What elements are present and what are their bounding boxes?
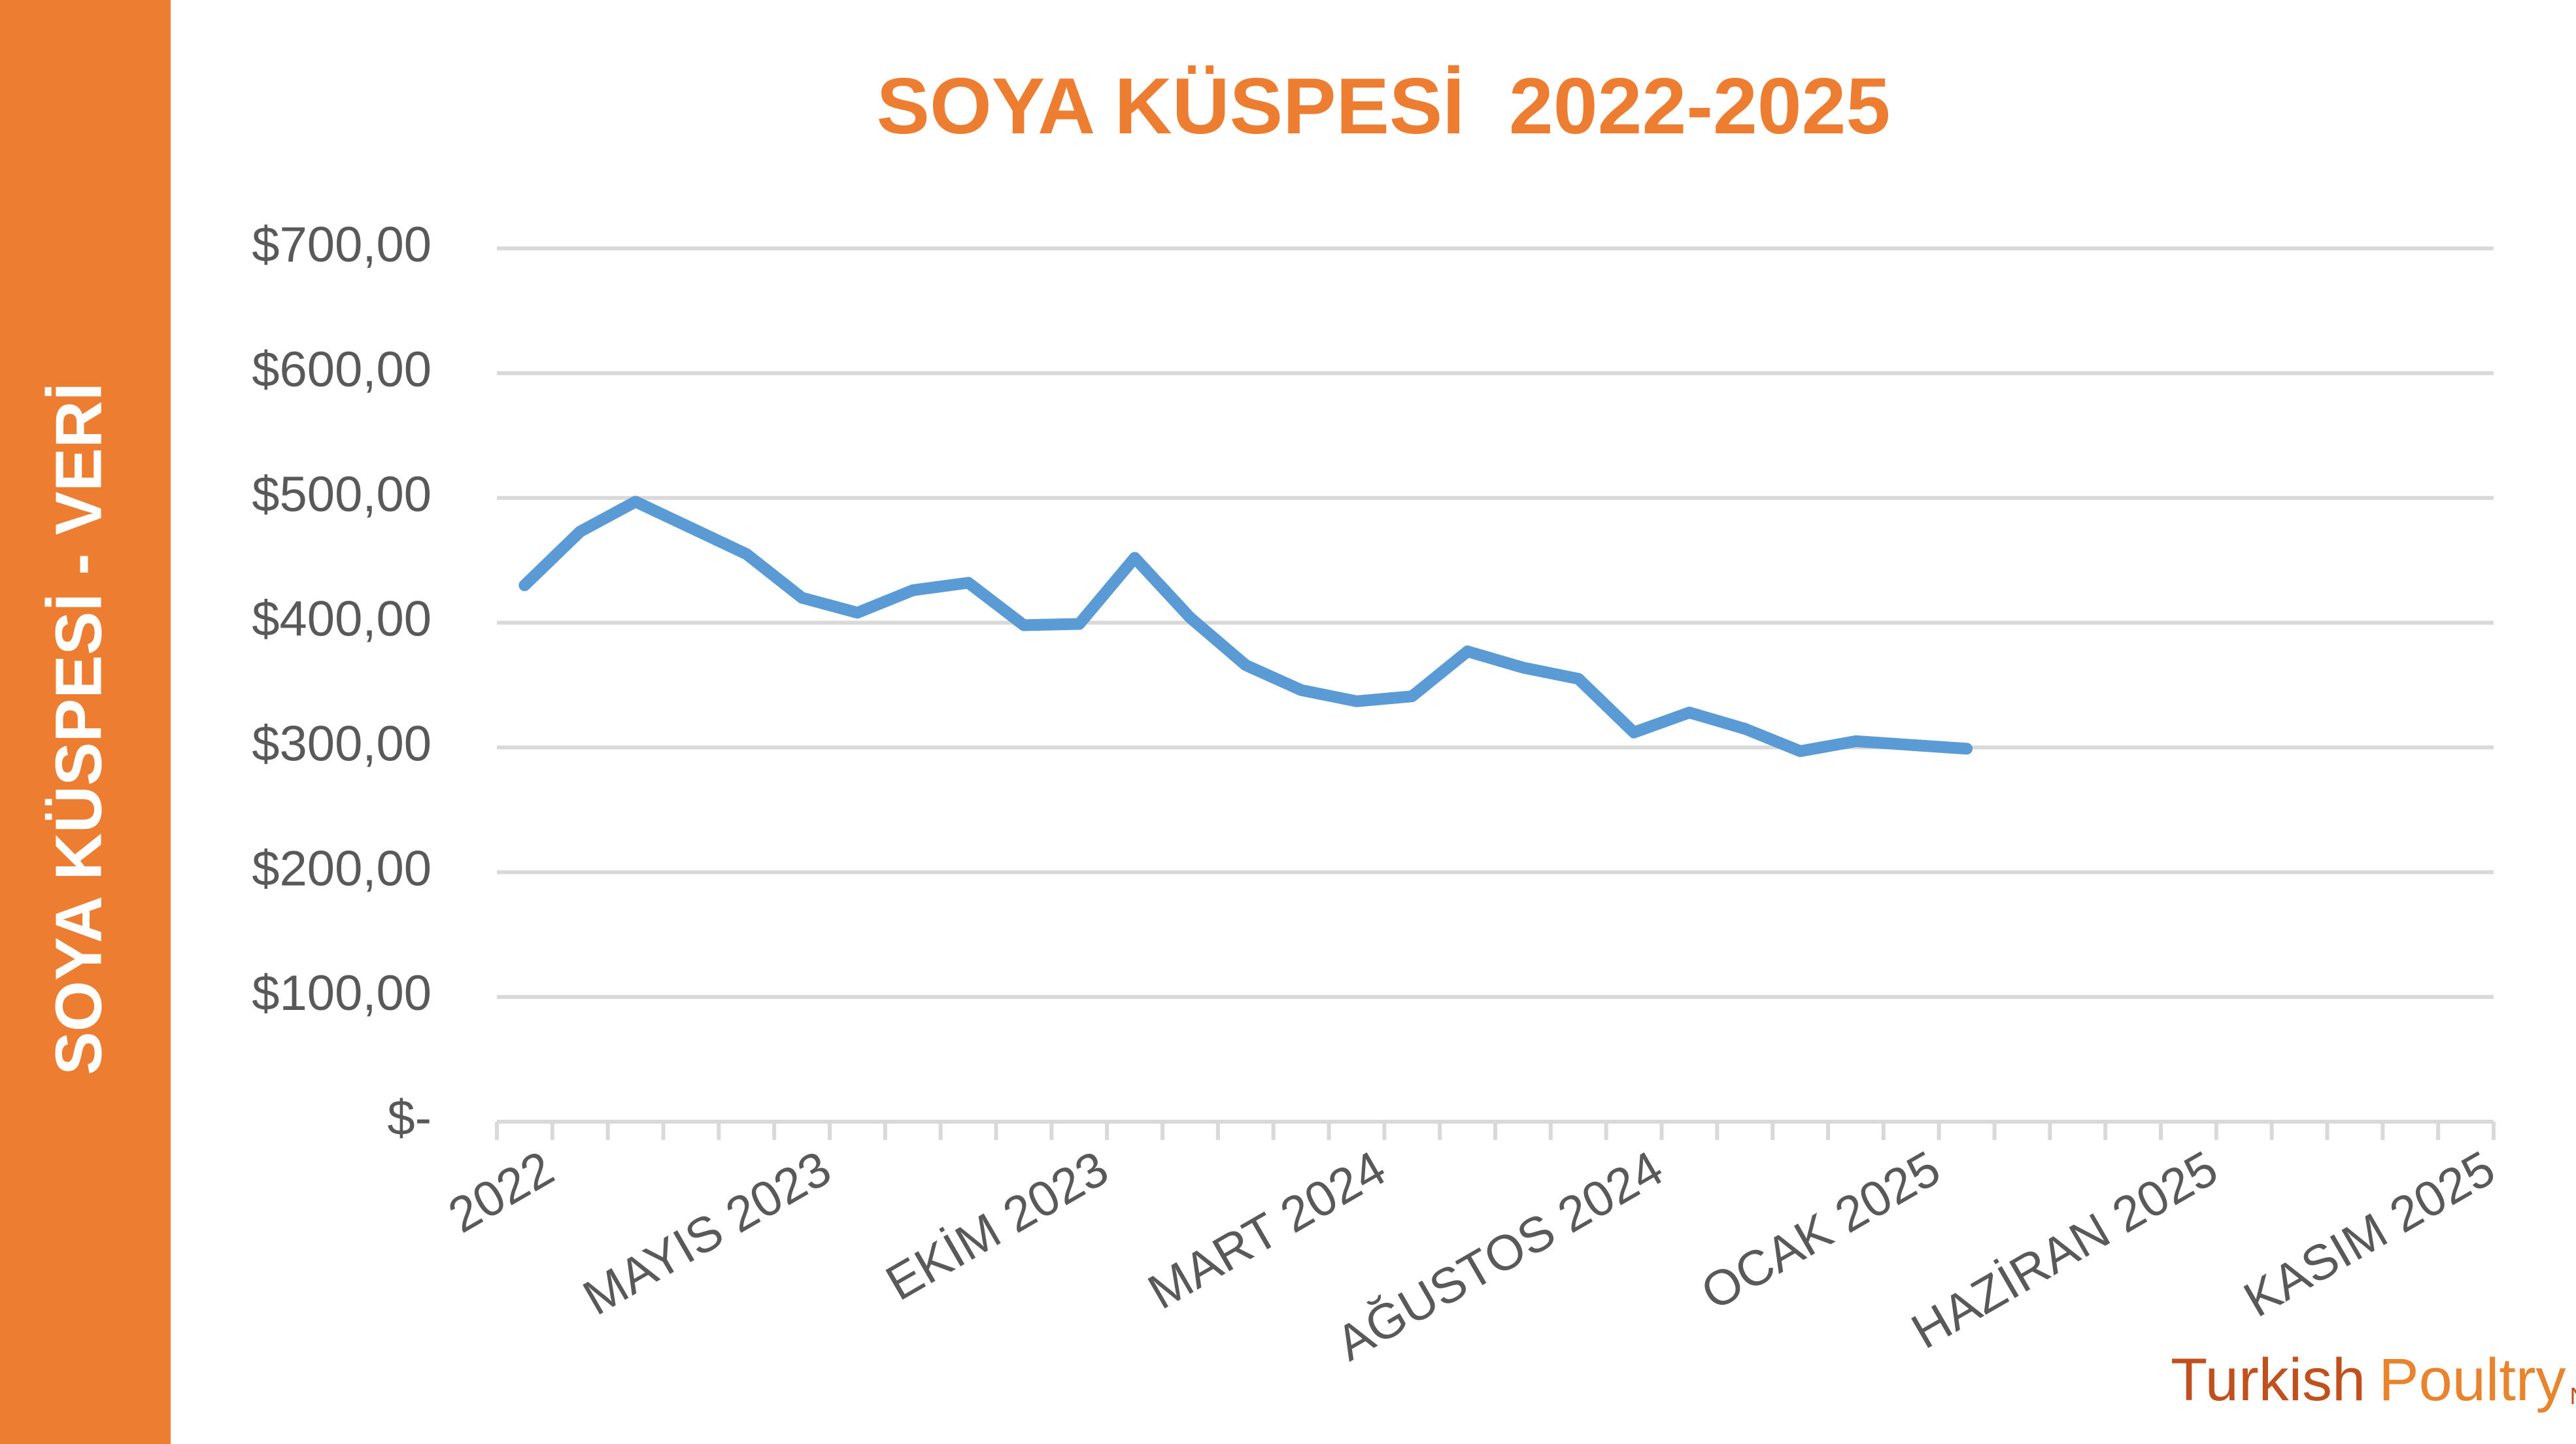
y-tick-label: $100,00: [252, 965, 432, 1021]
y-tick-label: $-: [387, 1090, 432, 1146]
y-tick-label: $300,00: [252, 716, 432, 772]
y-tick-label: $600,00: [252, 342, 432, 397]
y-tick-label: $500,00: [252, 467, 432, 522]
logo-suffix: Net: [2570, 1383, 2576, 1409]
chart-title: SOYA KÜSPESİ 2022-2025: [877, 61, 1891, 150]
logo-first: Turkish: [2171, 1347, 2365, 1413]
y-tick-label: $400,00: [252, 592, 432, 647]
y-tick-label: $200,00: [252, 841, 432, 896]
logo-second: Poultry: [2379, 1347, 2566, 1413]
banner-text: SOYA KÜSPESİ - VERİ: [42, 382, 115, 1075]
side-banner: [0, 0, 171, 1444]
line-series: [518, 495, 1973, 758]
y-tick-label: $700,00: [252, 217, 432, 273]
